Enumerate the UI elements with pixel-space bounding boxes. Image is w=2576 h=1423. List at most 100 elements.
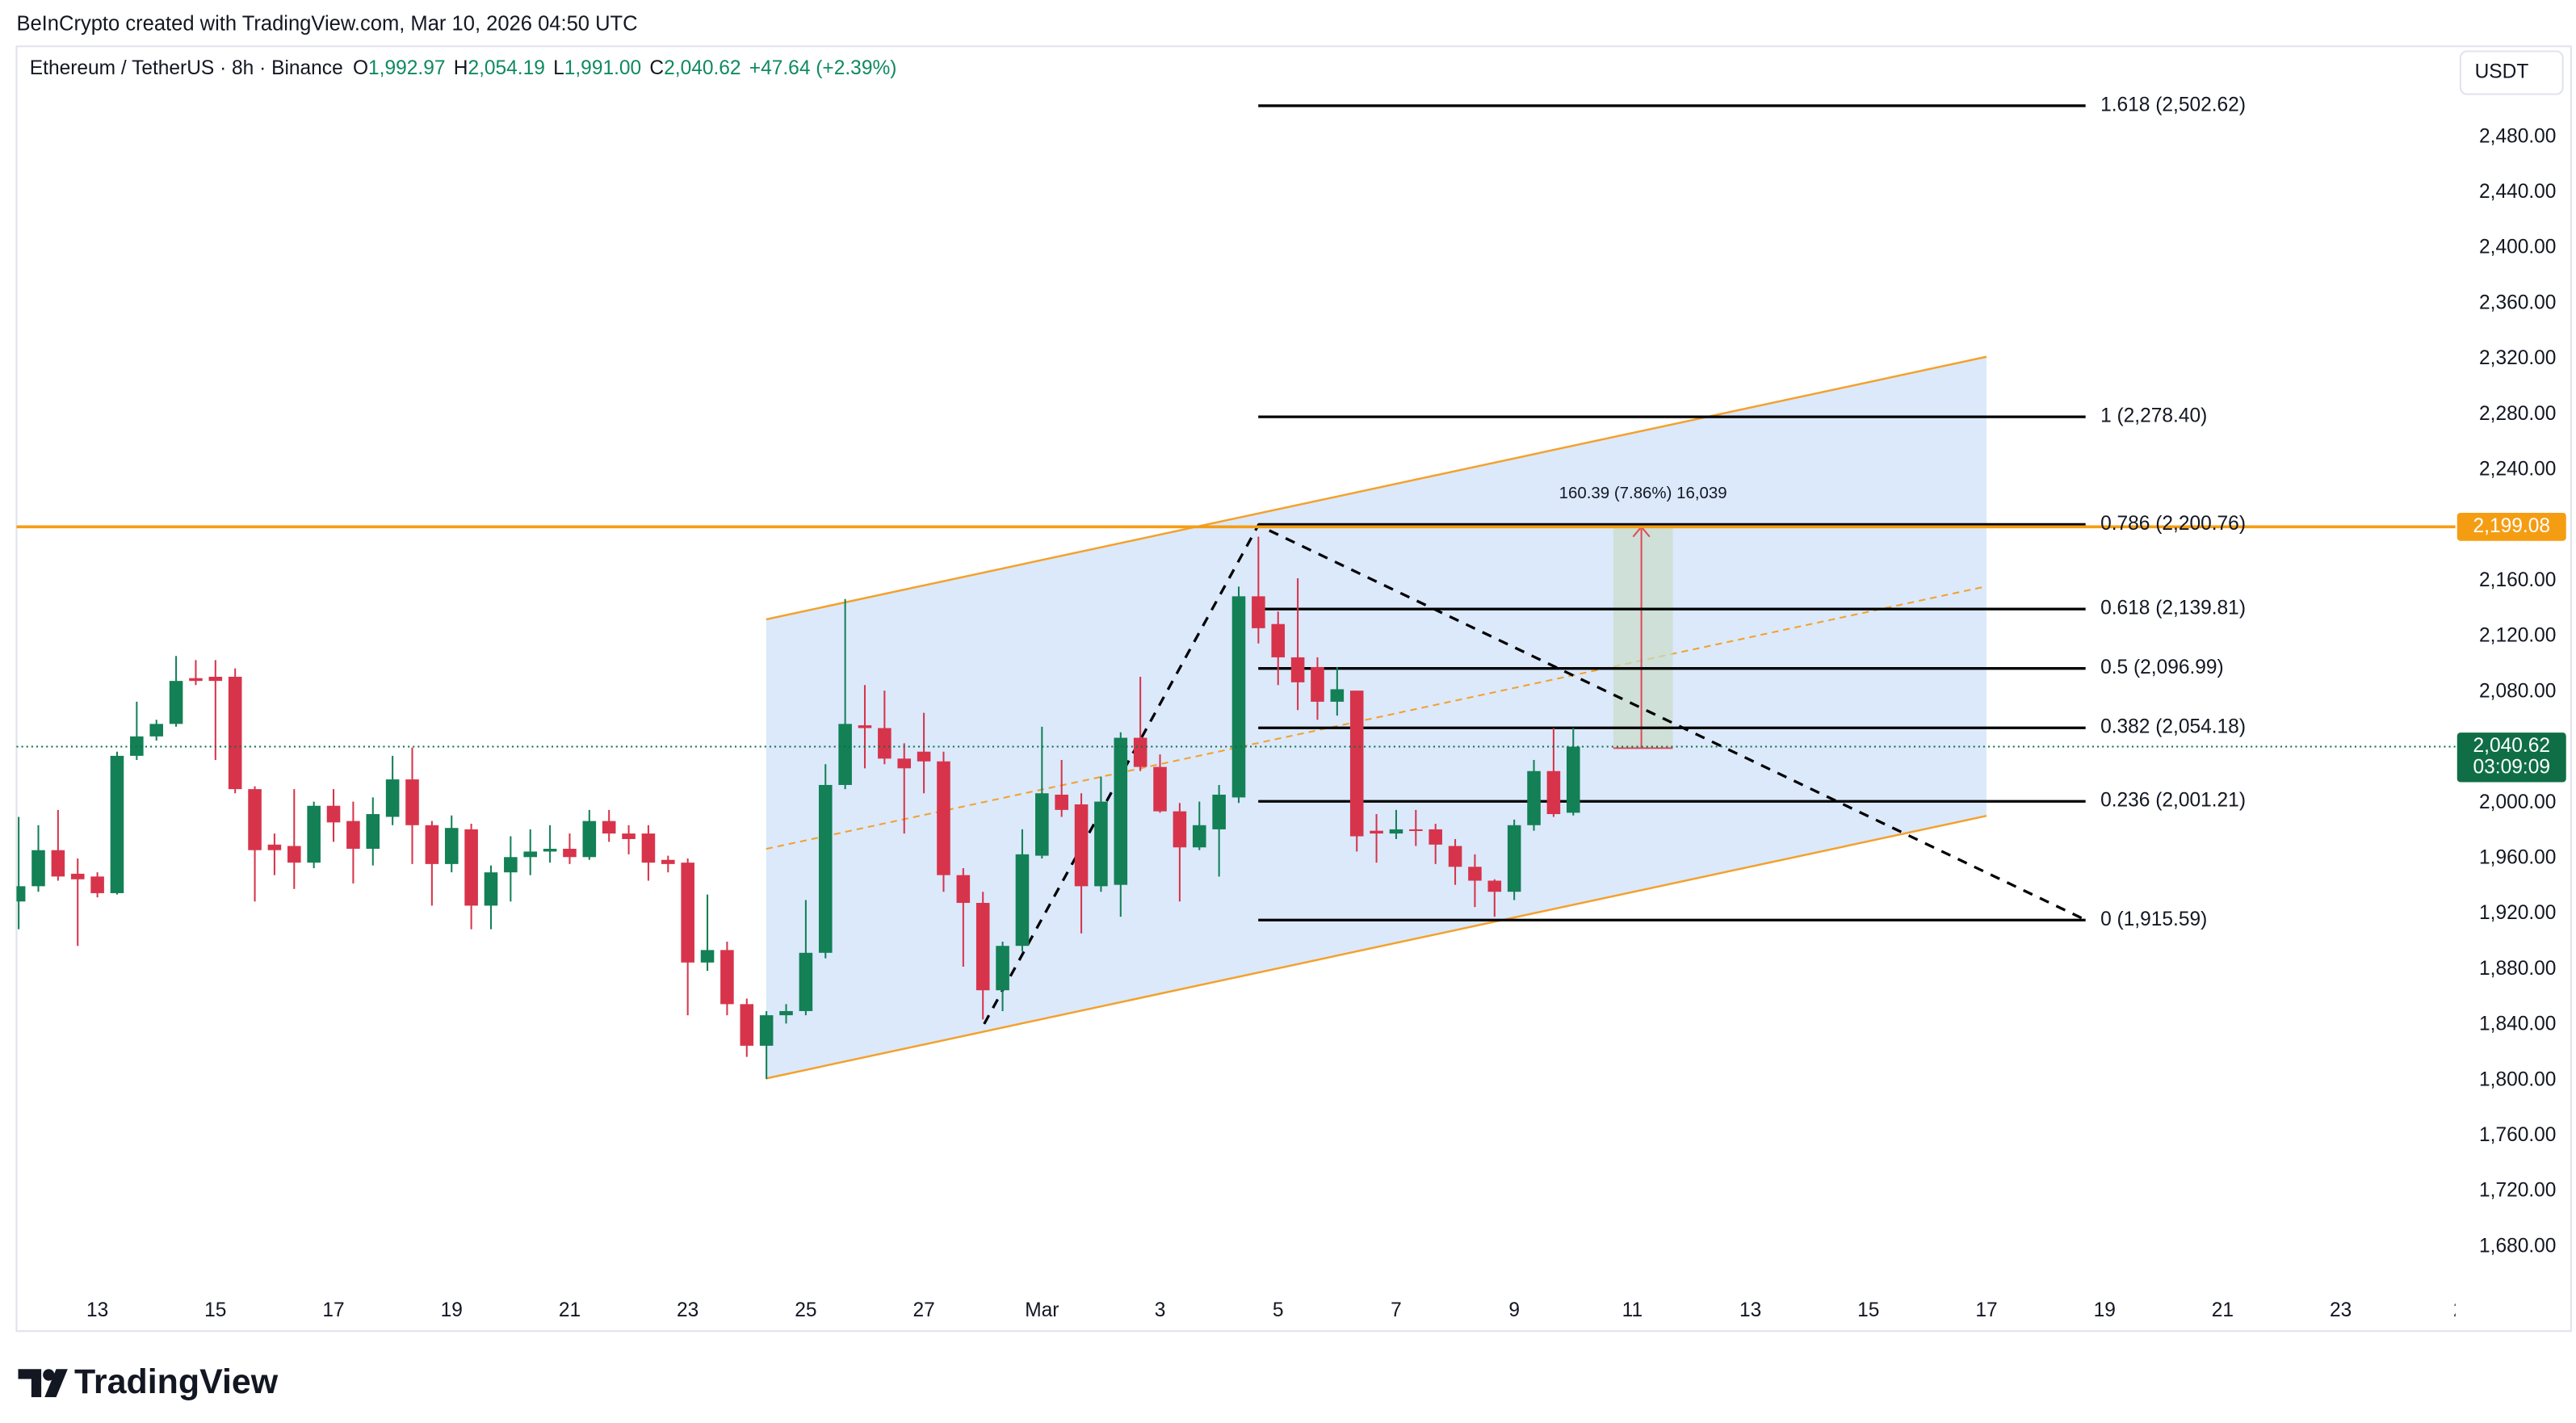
logo-slash bbox=[44, 1369, 68, 1398]
candle-body bbox=[248, 789, 262, 850]
y-tick-label: 2,000.00 bbox=[2479, 791, 2556, 813]
candle-body bbox=[1252, 596, 1265, 628]
legend-change: +47.64 (+2.39%) bbox=[749, 57, 897, 79]
legend-value: 1,992.97 bbox=[368, 57, 445, 79]
brand-logo bbox=[18, 1369, 68, 1398]
candle-body bbox=[208, 676, 223, 682]
y-tick-label: 2,320.00 bbox=[2479, 347, 2556, 369]
candle-body bbox=[1153, 766, 1167, 812]
legend-value: 2,054.19 bbox=[468, 57, 544, 79]
price-tag-label: 2,199.08 bbox=[2473, 515, 2550, 537]
candle-body bbox=[1429, 829, 1442, 845]
candle-body bbox=[661, 859, 675, 864]
channel-fill bbox=[766, 356, 1987, 1079]
y-tick-label: 2,360.00 bbox=[2479, 292, 2556, 313]
y-tick-label: 2,080.00 bbox=[2479, 680, 2556, 702]
legend-key: H bbox=[454, 57, 468, 79]
symbol: Ethereum / TetherUS · 8h · Binance bbox=[30, 57, 343, 79]
candle-body bbox=[996, 946, 1009, 991]
candle-body bbox=[16, 886, 26, 902]
candle-body bbox=[267, 844, 282, 850]
candle-body bbox=[31, 850, 45, 887]
candle-body bbox=[681, 863, 694, 963]
fib-label: 0.618 (2,139.81) bbox=[2100, 598, 2246, 619]
candle-body bbox=[838, 724, 852, 785]
candle-body bbox=[326, 805, 341, 823]
measure-box bbox=[1613, 527, 1673, 749]
candle-body bbox=[1468, 867, 1482, 881]
x-tick-label: Mar bbox=[1025, 1299, 1059, 1321]
candle-body bbox=[975, 902, 990, 991]
candle-body bbox=[189, 678, 203, 682]
y-tick-label: 1,720.00 bbox=[2479, 1180, 2556, 1202]
y-tick-label: 1,960.00 bbox=[2479, 846, 2556, 868]
candle-body bbox=[1330, 689, 1345, 702]
candle-body bbox=[1487, 880, 1502, 892]
x-tick-label: 23 bbox=[677, 1299, 699, 1321]
channel-upper bbox=[766, 355, 1987, 621]
y-tick-label: 1,920.00 bbox=[2479, 902, 2556, 924]
candle-body bbox=[1035, 793, 1049, 856]
x-tick-label: 15 bbox=[1857, 1299, 1879, 1321]
brand-name: TradingView bbox=[74, 1362, 279, 1401]
y-tick-label: 2,120.00 bbox=[2479, 625, 2556, 647]
candle-body bbox=[1094, 801, 1108, 887]
y-tick-label: 1,680.00 bbox=[2479, 1235, 2556, 1257]
candle-body bbox=[228, 676, 242, 790]
channel-lower bbox=[766, 815, 1987, 1080]
y-tick-label: 2,240.00 bbox=[2479, 459, 2556, 481]
legend-value: 2,040.62 bbox=[664, 57, 740, 79]
candle-body bbox=[1074, 804, 1089, 887]
x-tick-label: 21 bbox=[559, 1299, 581, 1321]
candle-body bbox=[740, 1004, 754, 1046]
candle-body bbox=[720, 950, 734, 1005]
candle-body bbox=[1192, 825, 1206, 848]
candle-body bbox=[582, 821, 597, 858]
x-tick-label: 5 bbox=[1273, 1299, 1284, 1321]
candle-body bbox=[1448, 846, 1462, 867]
candle-body bbox=[543, 848, 557, 852]
legend-key: O bbox=[353, 57, 368, 79]
y-tick-label: 2,400.00 bbox=[2479, 237, 2556, 258]
chart-frame bbox=[15, 45, 2572, 1333]
candle-body bbox=[1370, 830, 1383, 834]
candle-body bbox=[287, 846, 301, 863]
candle-body bbox=[759, 1015, 774, 1046]
candle-body bbox=[385, 779, 400, 817]
fib-label: 0 (1,915.59) bbox=[2100, 909, 2207, 930]
candle-body bbox=[523, 851, 538, 858]
candle-body bbox=[1212, 794, 1226, 829]
y-tick-label: 1,800.00 bbox=[2479, 1068, 2556, 1090]
measure-label: 160.39 (7.86%) 16,039 bbox=[1559, 484, 1727, 502]
price-countdown: 03:09:09 bbox=[2473, 757, 2550, 779]
currency[interactable]: USDT bbox=[2475, 61, 2529, 83]
attribution: BeInCrypto created with TradingView.com,… bbox=[16, 12, 637, 35]
candle-body bbox=[563, 848, 577, 858]
candle-body bbox=[1290, 657, 1305, 682]
price-tag-label: 2,040.62 bbox=[2473, 735, 2550, 757]
x-tick-label: 25 bbox=[795, 1299, 816, 1321]
y-tick-label: 2,280.00 bbox=[2479, 403, 2556, 425]
candle-body bbox=[1271, 623, 1286, 657]
x-tick-label: 3 bbox=[1155, 1299, 1166, 1321]
candle-body bbox=[641, 833, 656, 863]
y-tick-label: 1,760.00 bbox=[2479, 1124, 2556, 1146]
candle-body bbox=[1409, 829, 1423, 831]
x-tick-label: 19 bbox=[2094, 1299, 2116, 1321]
x-tick-label: 21 bbox=[2212, 1299, 2234, 1321]
currency-button[interactable] bbox=[2459, 50, 2564, 95]
candle-body bbox=[366, 814, 380, 849]
logo-dot bbox=[43, 1369, 55, 1381]
candle-body bbox=[602, 821, 616, 834]
fib-label: 0.382 (2,054.18) bbox=[2100, 716, 2246, 738]
fib-label: 1.618 (2,502.62) bbox=[2100, 94, 2246, 115]
price-tag bbox=[2456, 732, 2566, 783]
fib-label: 0.236 (2,001.21) bbox=[2100, 790, 2246, 812]
candle-body bbox=[444, 828, 459, 864]
x-tick-label: 13 bbox=[1739, 1299, 1761, 1321]
candle-body bbox=[484, 872, 498, 906]
candle-body bbox=[307, 805, 321, 863]
candle-body bbox=[917, 751, 931, 762]
candle-body bbox=[937, 761, 950, 875]
